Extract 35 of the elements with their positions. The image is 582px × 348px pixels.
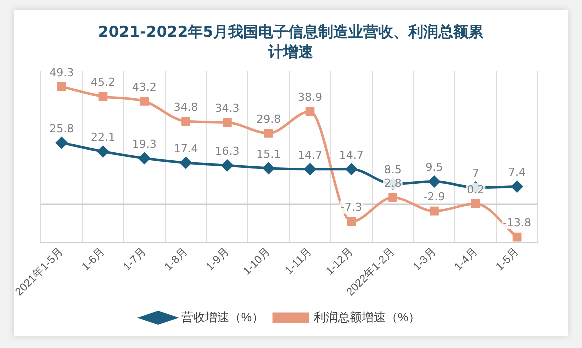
x-tick-label: 1-5月: [494, 246, 522, 274]
data-label: 15.1: [256, 148, 282, 161]
data-label: 45.2: [91, 76, 116, 90]
data-label: 14.7: [298, 148, 323, 162]
data-label: 9.5: [426, 161, 444, 174]
data-label: -2.9: [424, 190, 446, 204]
data-label: 22.1: [91, 131, 116, 144]
x-tick-label: 1-9月: [204, 246, 232, 274]
data-label: 16.3: [215, 144, 240, 158]
data-label: -7.3: [340, 201, 362, 214]
data-label: 38.9: [298, 91, 323, 104]
legend-label: 利润总额增速（%）: [314, 310, 421, 324]
x-tick-label: 1-6月: [80, 246, 108, 274]
data-label: 7: [472, 167, 480, 180]
data-label: 34.3: [215, 102, 240, 116]
chart-title: 2021-2022年5月我国电子信息制造业营收、利润总额累计增速: [97, 22, 485, 62]
x-tick-label: 1-8月: [162, 246, 190, 274]
data-label: 49.3: [50, 66, 74, 80]
data-label: 17.4: [174, 142, 198, 156]
data-label: 25.8: [50, 122, 74, 136]
data-label: 43.2: [132, 80, 157, 94]
x-tick-label: 1-11月: [283, 246, 315, 278]
data-label: 14.7: [339, 148, 364, 162]
data-label: 0.2: [467, 183, 485, 196]
data-label: 2.8: [384, 177, 402, 190]
data-label: 8.5: [384, 164, 402, 177]
data-label: 7.4: [508, 166, 526, 180]
x-tick-label: 1-4月: [452, 246, 480, 274]
data-label: 19.3: [132, 138, 157, 151]
x-tick-label: 1-3月: [411, 246, 439, 274]
data-label: 34.8: [174, 100, 198, 114]
x-tick-label: 1-7月: [121, 246, 149, 274]
legend-label: 营收增速（%）: [181, 310, 264, 324]
data-label: 29.8: [256, 112, 282, 126]
data-label: -13.8: [503, 216, 532, 230]
